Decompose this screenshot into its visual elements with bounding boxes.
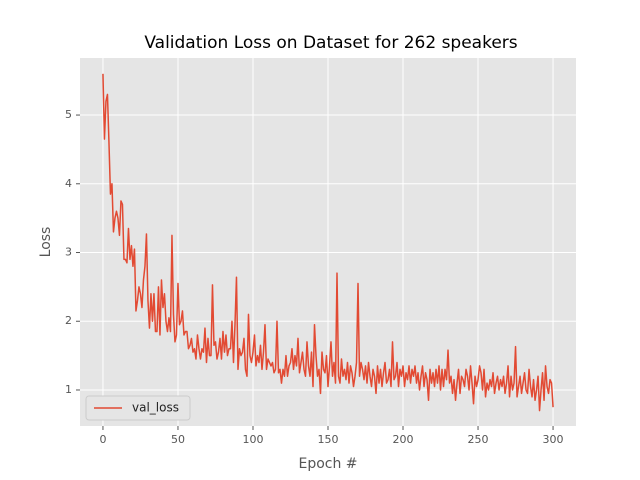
y-tick-label: 4 — [65, 177, 72, 190]
legend-label: val_loss — [132, 401, 179, 415]
y-tick-label: 1 — [65, 383, 72, 396]
x-axis-label: Epoch # — [298, 456, 357, 472]
y-tick-label: 2 — [65, 314, 72, 327]
x-tick-label: 100 — [242, 433, 263, 446]
data-line — [102, 73, 554, 412]
x-tick-label: 300 — [543, 433, 564, 446]
legend-box — [85, 395, 191, 421]
x-tick-label: 0 — [99, 433, 106, 446]
y-axis-label: Loss — [38, 227, 54, 258]
x-tick-label: 200 — [393, 433, 414, 446]
y-tick-label: 3 — [65, 246, 72, 259]
x-tick-label: 50 — [171, 433, 185, 446]
x-tick-label: 250 — [468, 433, 489, 446]
y-tick-label: 5 — [65, 108, 72, 121]
chart-title: Validation Loss on Dataset for 262 speak… — [144, 33, 517, 53]
x-tick-label: 150 — [318, 433, 339, 446]
